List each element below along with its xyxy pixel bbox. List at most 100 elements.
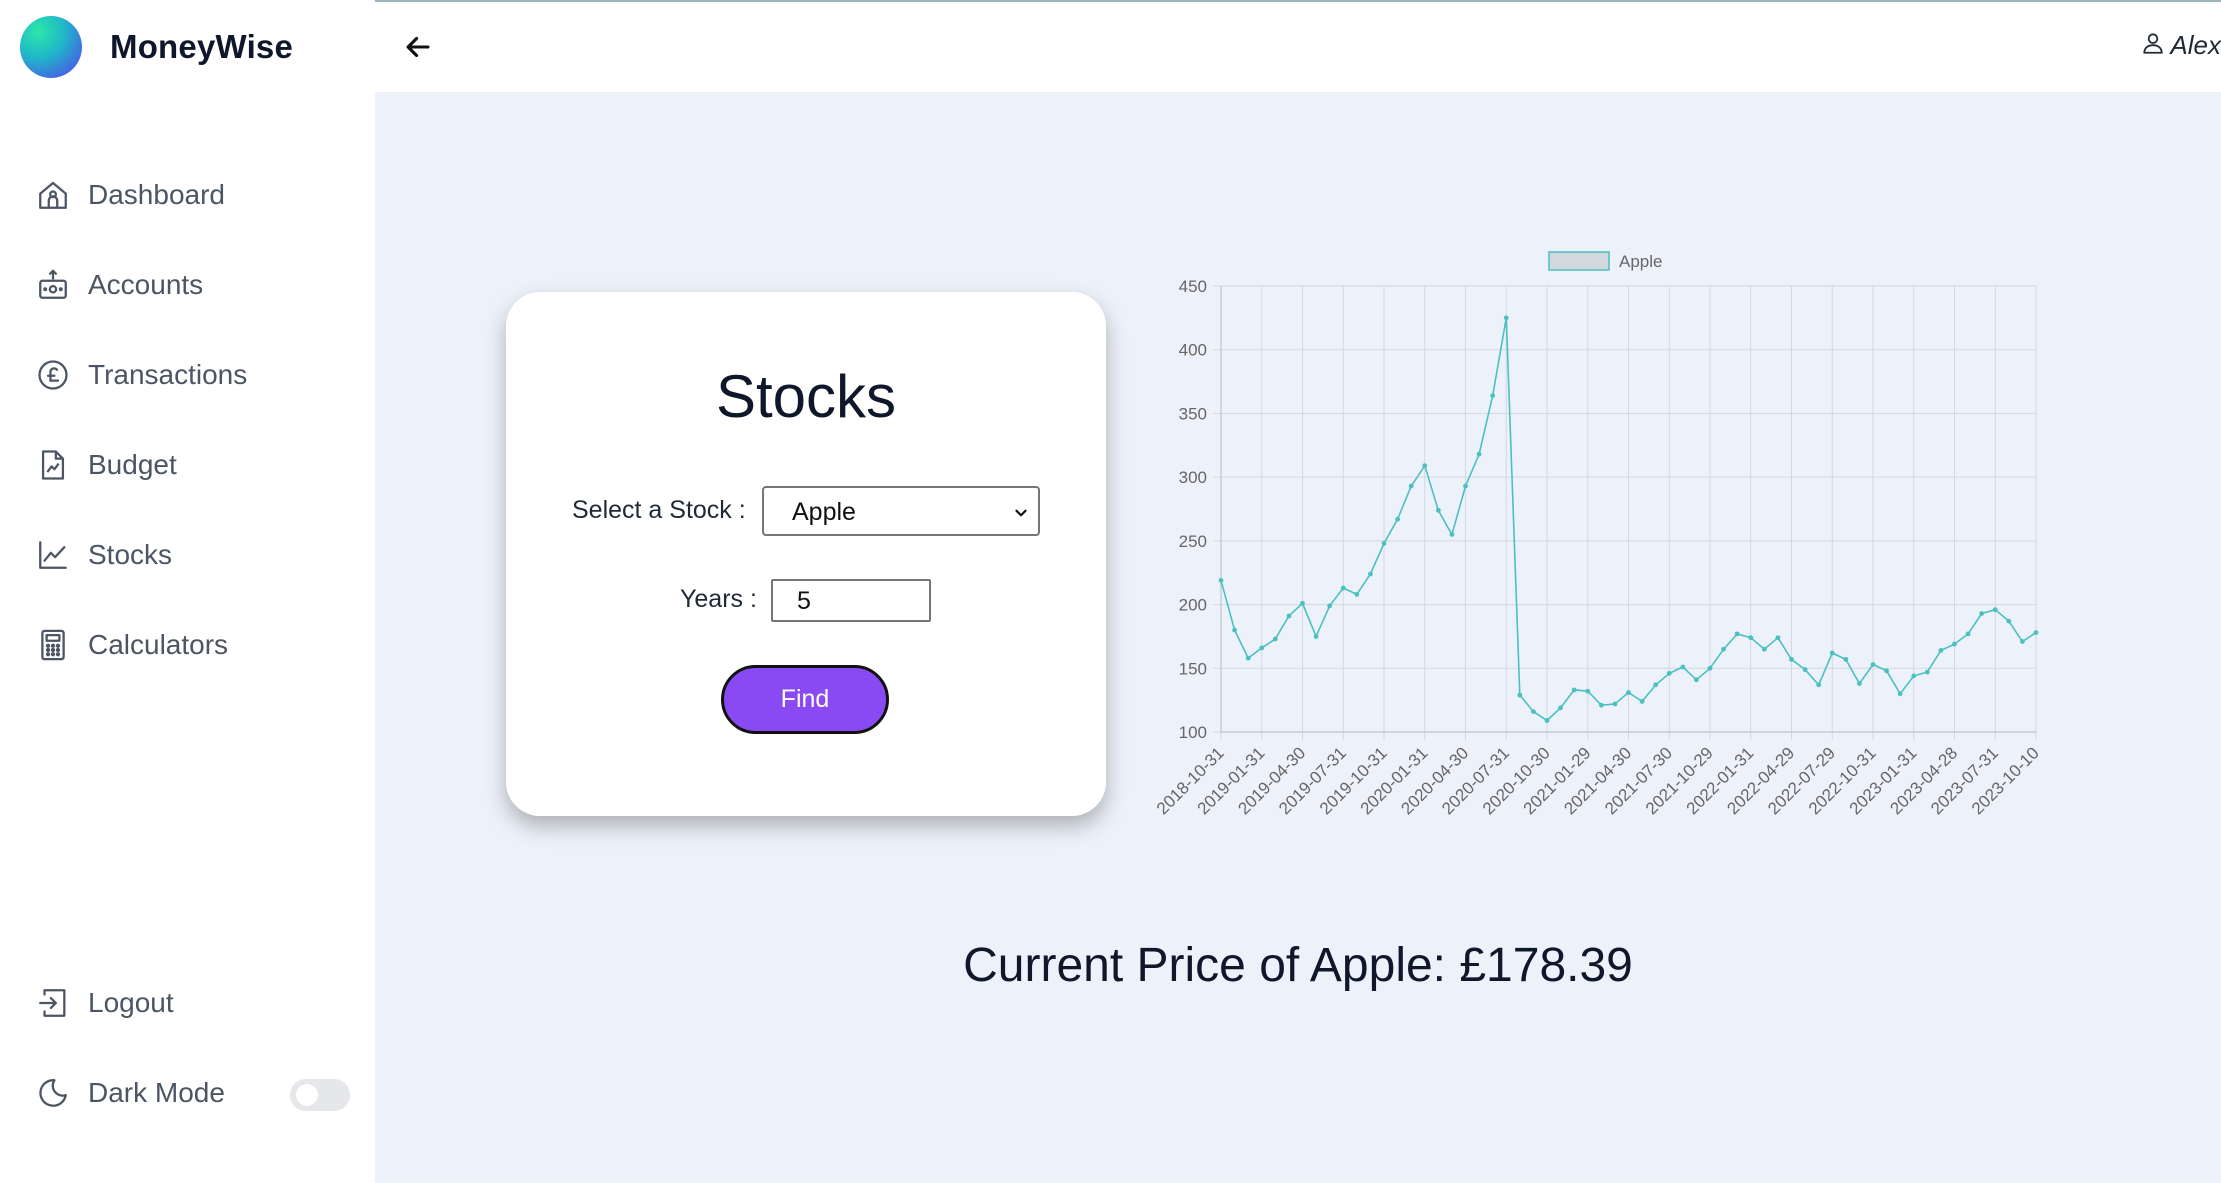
y-tick-label: 200 bbox=[1179, 596, 1207, 615]
user-name: Alex bbox=[2170, 30, 2221, 60]
user-menu[interactable]: Alex bbox=[2140, 30, 2221, 61]
current-price-value: £178.39 bbox=[1459, 939, 1633, 992]
data-point bbox=[1368, 571, 1373, 577]
y-tick-label: 150 bbox=[1179, 659, 1207, 678]
data-point bbox=[1694, 677, 1699, 683]
pound-icon bbox=[36, 358, 70, 392]
data-point bbox=[1789, 656, 1794, 662]
y-tick-label: 450 bbox=[1179, 277, 1207, 296]
data-point bbox=[1653, 682, 1659, 688]
data-point bbox=[1612, 701, 1618, 707]
data-point bbox=[1761, 646, 1767, 652]
sidebar-item-label: Accounts bbox=[88, 269, 204, 300]
window-top-border bbox=[0, 0, 2221, 2]
data-point bbox=[1734, 631, 1740, 637]
data-point bbox=[2006, 618, 2012, 624]
y-tick-label: 400 bbox=[1179, 341, 1207, 360]
toggle-knob bbox=[296, 1084, 318, 1106]
data-point bbox=[1816, 682, 1822, 688]
sidebar-bottom: Logout Dark Mode bbox=[36, 958, 225, 1138]
logout-icon bbox=[36, 986, 70, 1020]
data-point bbox=[1300, 600, 1305, 606]
sidebar-item-stocks[interactable]: Stocks bbox=[36, 510, 247, 600]
y-tick-label: 350 bbox=[1179, 404, 1207, 423]
app-logo bbox=[20, 16, 82, 78]
selected-stock: Apple bbox=[792, 498, 856, 526]
data-point bbox=[1829, 650, 1835, 656]
line-chart-icon bbox=[36, 538, 70, 572]
data-point bbox=[1748, 635, 1754, 641]
find-button[interactable]: Find bbox=[721, 665, 889, 734]
y-tick-label: 250 bbox=[1179, 532, 1207, 551]
sidebar-item-transactions[interactable]: Transactions bbox=[36, 330, 247, 420]
data-point bbox=[1598, 702, 1604, 708]
data-point bbox=[1857, 681, 1862, 686]
data-point bbox=[1911, 673, 1917, 679]
back-arrow-icon[interactable] bbox=[401, 30, 435, 64]
data-point bbox=[1544, 718, 1550, 723]
data-point bbox=[2033, 630, 2039, 636]
sidebar-item-logout[interactable]: Logout bbox=[36, 958, 225, 1048]
data-point bbox=[1992, 607, 1998, 613]
sidebar-item-budget[interactable]: Budget bbox=[36, 420, 247, 510]
data-point bbox=[1422, 463, 1428, 469]
data-point bbox=[1924, 669, 1930, 675]
app-name: MoneyWise bbox=[110, 28, 294, 65]
data-point bbox=[1490, 393, 1496, 398]
card-title: Stocks bbox=[715, 363, 897, 430]
data-point bbox=[1245, 655, 1251, 661]
data-point bbox=[1218, 577, 1224, 583]
user-icon bbox=[2140, 30, 2166, 61]
data-point bbox=[1802, 667, 1808, 672]
data-point bbox=[1381, 541, 1387, 546]
data-point bbox=[1897, 691, 1903, 697]
sidebar: MoneyWise Dashboard Accounts Transaction… bbox=[0, 0, 375, 1183]
data-point bbox=[1435, 507, 1441, 513]
data-point bbox=[1884, 668, 1889, 674]
data-point bbox=[1463, 483, 1468, 489]
sidebar-item-label: Dark Mode bbox=[88, 1077, 225, 1108]
data-point bbox=[1680, 664, 1686, 670]
data-point bbox=[1639, 699, 1645, 704]
sidebar-nav: Dashboard Accounts Transactions Budget S… bbox=[36, 150, 247, 690]
data-point bbox=[1843, 656, 1849, 662]
years-input[interactable]: 5 bbox=[771, 579, 931, 622]
data-point bbox=[1340, 585, 1346, 591]
data-point bbox=[2020, 639, 2025, 644]
top-header: Alex bbox=[375, 2, 2221, 92]
stocks-card: Stocks Select a Stock : Apple Years : 5 … bbox=[506, 292, 1106, 816]
brand[interactable]: MoneyWise bbox=[20, 16, 293, 78]
data-point bbox=[1313, 634, 1319, 639]
legend-label: Apple bbox=[1619, 252, 1662, 271]
select-stock-label: Select a Stock : bbox=[572, 496, 746, 524]
data-point bbox=[1721, 646, 1726, 652]
years-value: 5 bbox=[797, 587, 811, 615]
current-price-prefix: Current Price of Apple: bbox=[963, 939, 1460, 992]
data-point bbox=[1327, 603, 1333, 609]
data-point bbox=[1503, 315, 1509, 321]
data-point bbox=[1979, 611, 1985, 616]
dark-mode-toggle[interactable] bbox=[290, 1079, 350, 1111]
stock-select[interactable]: Apple bbox=[762, 486, 1040, 536]
home-icon bbox=[36, 178, 70, 212]
sidebar-item-label: Calculators bbox=[88, 629, 229, 660]
sidebar-item-dashboard[interactable]: Dashboard bbox=[36, 150, 247, 240]
sidebar-item-calculators[interactable]: Calculators bbox=[36, 600, 247, 690]
data-point bbox=[1531, 709, 1536, 715]
data-point bbox=[1272, 636, 1278, 642]
data-point bbox=[1449, 532, 1455, 537]
calculator-icon bbox=[36, 628, 70, 662]
wallet-icon bbox=[36, 268, 70, 302]
sidebar-item-accounts[interactable]: Accounts bbox=[36, 240, 247, 330]
current-price-text: Current Price of Apple: £178.39 bbox=[375, 938, 2221, 993]
data-point bbox=[1938, 648, 1944, 653]
data-point bbox=[1870, 662, 1876, 667]
data-point bbox=[1952, 641, 1957, 647]
y-tick-label: 300 bbox=[1179, 468, 1207, 487]
data-point bbox=[1707, 665, 1713, 671]
data-point bbox=[1517, 692, 1523, 698]
data-point bbox=[1965, 631, 1971, 637]
document-chart-icon bbox=[36, 448, 70, 482]
data-point bbox=[1354, 591, 1360, 597]
data-point bbox=[1571, 687, 1577, 693]
